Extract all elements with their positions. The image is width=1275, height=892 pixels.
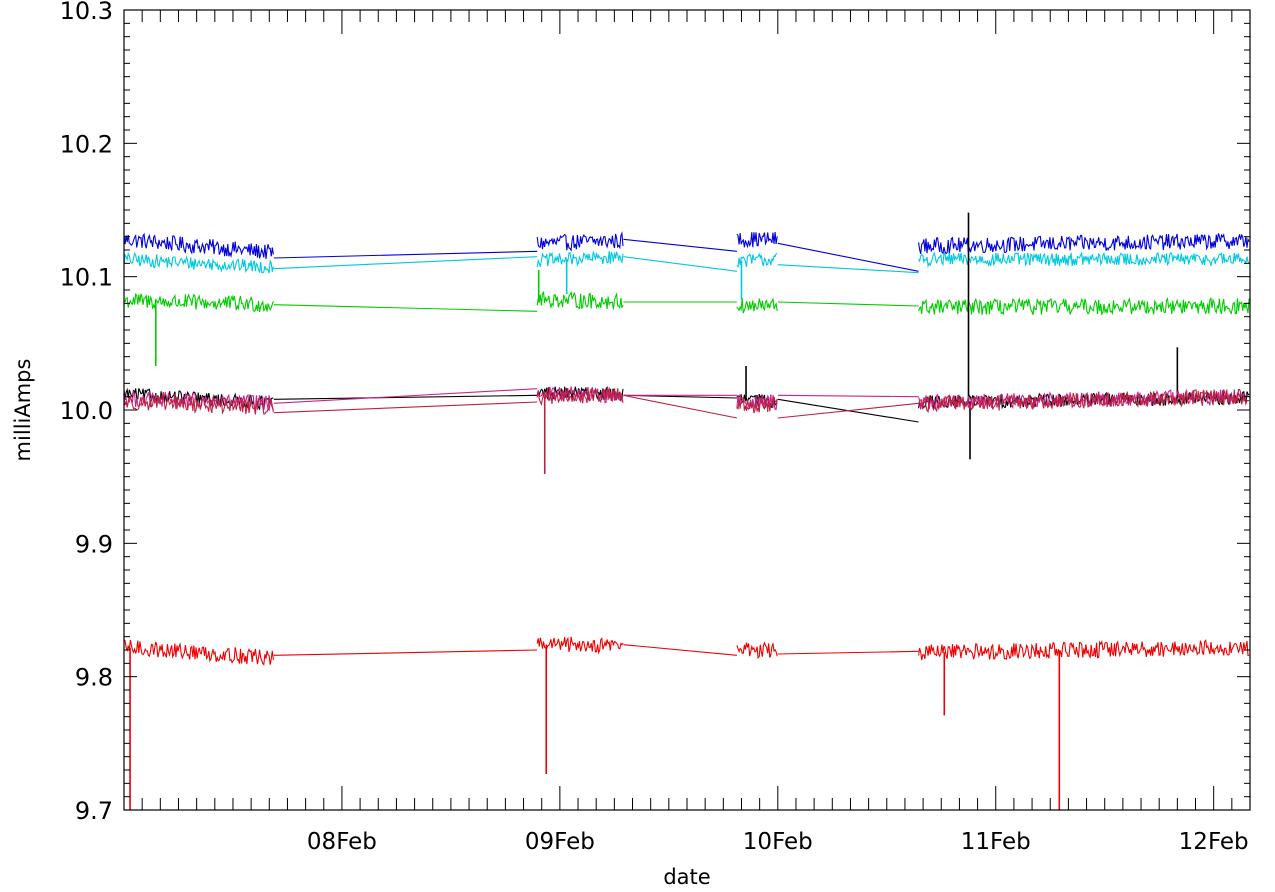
series-group bbox=[124, 212, 1250, 810]
y-tick-label: 9.9 bbox=[75, 530, 113, 558]
series-1-segment-3 bbox=[736, 232, 778, 249]
x-tick-label: 11Feb bbox=[961, 829, 1031, 855]
series-2-segment-4 bbox=[918, 251, 1250, 268]
x-tick-label: 08Feb bbox=[307, 829, 377, 855]
series-line-2 bbox=[124, 250, 1250, 300]
x-axis-label: date bbox=[663, 865, 710, 889]
series-1-gap-2 bbox=[623, 238, 738, 252]
series-6-segment-3 bbox=[736, 396, 778, 414]
series-3-gap-3 bbox=[777, 301, 919, 307]
series-5-segment-4 bbox=[918, 388, 1250, 411]
series-line-4 bbox=[124, 212, 1250, 460]
series-3-segment-3 bbox=[736, 297, 778, 314]
series-7-gap-3 bbox=[777, 650, 919, 655]
y-tick-label: 10.1 bbox=[60, 264, 113, 292]
series-6-gap-3 bbox=[777, 402, 919, 419]
series-2-segment-1 bbox=[124, 251, 274, 274]
series-4-gap-1 bbox=[273, 394, 538, 400]
series-6-segment-2 bbox=[536, 387, 624, 407]
series-5-gap-1 bbox=[273, 388, 538, 404]
series-6-segment-1 bbox=[124, 394, 274, 415]
series-6-gap-2 bbox=[623, 394, 738, 419]
series-3-segment-4 bbox=[918, 296, 1250, 316]
x-tick-label: 10Feb bbox=[743, 829, 813, 855]
series-3-gap-1 bbox=[273, 304, 538, 312]
y-tick-label: 9.7 bbox=[75, 797, 113, 825]
series-3-segment-1 bbox=[124, 293, 274, 313]
series-7-segment-1 bbox=[124, 639, 274, 666]
series-1-gap-1 bbox=[273, 250, 538, 259]
series-line-6 bbox=[124, 387, 1250, 474]
series-5-gap-3 bbox=[777, 394, 919, 398]
series-2-gap-2 bbox=[623, 256, 738, 272]
series-7-segment-3 bbox=[736, 641, 778, 660]
series-2-gap-3 bbox=[777, 264, 919, 274]
series-1-gap-3 bbox=[777, 242, 919, 272]
plot-frame bbox=[123, 9, 1251, 811]
y-tick-label: 10.0 bbox=[60, 397, 113, 425]
series-2-segment-2 bbox=[536, 250, 624, 268]
series-7-segment-4 bbox=[918, 639, 1250, 661]
y-tick-label: 10.2 bbox=[60, 130, 113, 158]
series-1-segment-4 bbox=[918, 233, 1250, 255]
series-7-gap-2 bbox=[623, 644, 737, 656]
series-2-segment-3 bbox=[736, 252, 778, 269]
y-axis-label: milliAmps bbox=[11, 359, 35, 462]
ticks-group bbox=[123, 9, 1251, 811]
y-tick-label: 10.3 bbox=[60, 0, 113, 25]
y-tick-label: 9.8 bbox=[75, 664, 113, 692]
series-line-3 bbox=[124, 270, 1250, 366]
series-line-7 bbox=[124, 636, 1250, 810]
series-1-segment-2 bbox=[536, 231, 624, 252]
tick-labels-group: 9.7 9.8 9.9 10.0 10.1 10.2 10.3 08Feb 09Feb 10Feb… bbox=[60, 0, 1249, 855]
x-tick-label: 09Feb bbox=[525, 829, 595, 855]
series-6-gap-1 bbox=[273, 401, 538, 414]
x-tick-label: 12Feb bbox=[1179, 829, 1249, 855]
series-7-gap-1 bbox=[273, 649, 538, 656]
series-1-segment-1 bbox=[124, 232, 274, 260]
series-line-1 bbox=[124, 231, 1250, 272]
series-3-segment-2 bbox=[536, 290, 624, 310]
series-2-gap-1 bbox=[273, 256, 538, 270]
series-6-segment-4 bbox=[918, 389, 1250, 414]
series-7-segment-2 bbox=[536, 636, 624, 655]
